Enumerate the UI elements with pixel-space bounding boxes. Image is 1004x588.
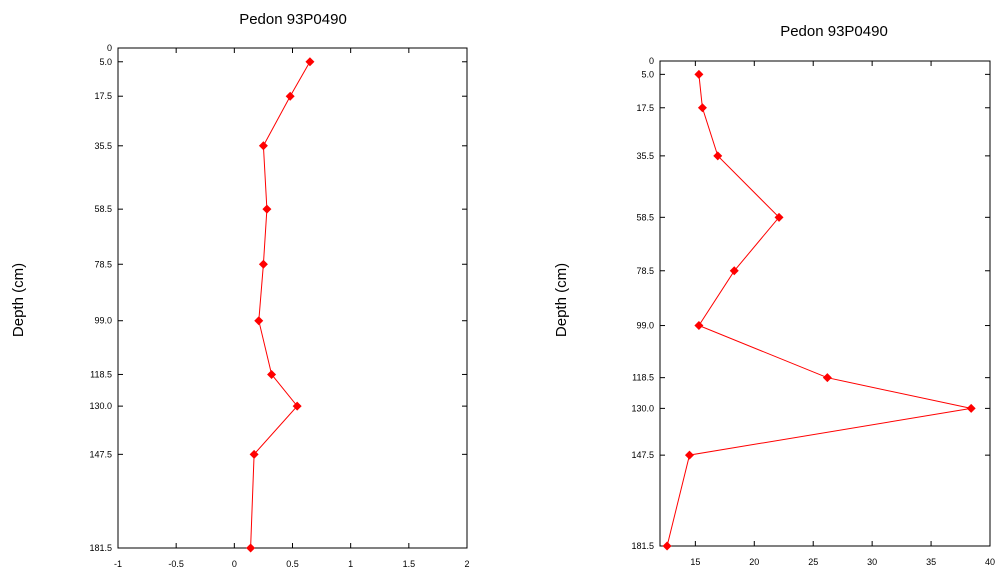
right-chart-series — [662, 69, 976, 551]
left-y-tick-label: 130.0 — [89, 401, 112, 411]
left-x-tick-label: 2 — [464, 559, 469, 569]
left-y-tick-label: 118.5 — [90, 369, 112, 379]
left-chart-title: Pedon 93P0490 — [239, 11, 347, 28]
right-y-tick-label: 118.5 — [632, 373, 654, 383]
left-x-tick-label: -1 — [114, 559, 122, 569]
left-data-point — [292, 401, 302, 411]
left-x-tick-label: 1.5 — [403, 559, 416, 569]
left-data-point — [262, 204, 272, 214]
left-data-point — [249, 449, 259, 459]
right-x-tick-label: 30 — [867, 557, 877, 567]
left-x-tick-label: 0 — [232, 559, 237, 569]
left-y-tick-label: 78.5 — [94, 259, 112, 269]
left-y-tick-label: 147.5 — [89, 449, 112, 459]
left-y-tick-label: 99.0 — [94, 316, 112, 326]
right-data-point — [713, 151, 723, 161]
left-y-tick-label: 0 — [107, 43, 112, 53]
right-x-tick-label: 15 — [690, 557, 700, 567]
right-data-point — [697, 103, 707, 113]
left-y-tick-label: 5.0 — [99, 57, 112, 67]
right-data-point — [684, 450, 694, 460]
right-chart: Pedon 93P0490 Depth (cm) 0 5.0 17.5 35.5 58.… — [553, 23, 995, 567]
left-data-point — [246, 543, 256, 553]
right-data-point — [662, 541, 672, 551]
right-x-tick-label: 25 — [808, 557, 818, 567]
right-data-point — [966, 403, 976, 413]
right-y-tick-label: 181.5 — [631, 541, 654, 551]
left-chart-y-axis-label: Depth (cm) — [10, 263, 27, 337]
left-data-point — [285, 91, 295, 101]
left-chart-plot-frame — [117, 47, 468, 549]
right-y-tick-label: 78.5 — [636, 266, 654, 276]
left-data-point — [258, 259, 268, 269]
right-x-tick-label: 40 — [985, 557, 995, 567]
right-chart-axes: 0 5.0 17.5 35.5 58.5 78.5 99.0 118.5 130.0 147.5 1… — [631, 56, 995, 567]
left-data-point — [305, 57, 315, 67]
left-chart-axes: 0 5.0 17.5 35.5 58.5 78.5 99.0 118.5 130.0 147.5 1… — [89, 43, 469, 569]
right-y-tick-label: 0 — [649, 56, 654, 66]
right-y-tick-label: 130.0 — [631, 403, 654, 413]
right-data-point — [774, 212, 784, 222]
right-chart-title: Pedon 93P0490 — [780, 23, 888, 40]
right-data-point — [694, 69, 704, 79]
left-chart-series — [246, 57, 315, 553]
right-chart-plot-frame — [659, 60, 991, 547]
right-data-point — [694, 321, 704, 331]
right-series-line — [666, 74, 972, 547]
right-y-tick-label: 147.5 — [631, 450, 654, 460]
left-data-point — [267, 369, 277, 379]
right-y-tick-label: 35.5 — [636, 151, 654, 161]
left-y-tick-label: 58.5 — [94, 204, 112, 214]
left-series-line — [250, 61, 311, 549]
left-data-point — [258, 141, 268, 151]
right-y-tick-label: 58.5 — [636, 212, 654, 222]
left-y-tick-label: 181.5 — [89, 543, 112, 553]
left-x-tick-label: 1 — [348, 559, 353, 569]
right-data-point — [729, 266, 739, 276]
right-y-tick-label: 99.0 — [636, 321, 654, 331]
left-data-point — [254, 316, 264, 326]
left-y-tick-label: 17.5 — [94, 91, 112, 101]
right-x-tick-label: 20 — [749, 557, 759, 567]
right-y-tick-label: 5.0 — [641, 69, 654, 79]
right-x-tick-label: 35 — [926, 557, 936, 567]
left-y-tick-label: 35.5 — [94, 141, 112, 151]
left-chart: Pedon 93P0490 Depth (cm) 0 5.0 17.5 35.5 58.… — [10, 11, 470, 569]
right-data-point — [822, 373, 832, 383]
left-x-tick-label: 0.5 — [286, 559, 299, 569]
left-x-tick-label: -0.5 — [168, 559, 184, 569]
right-chart-y-axis-label: Depth (cm) — [553, 263, 570, 337]
right-y-tick-label: 17.5 — [636, 103, 654, 113]
